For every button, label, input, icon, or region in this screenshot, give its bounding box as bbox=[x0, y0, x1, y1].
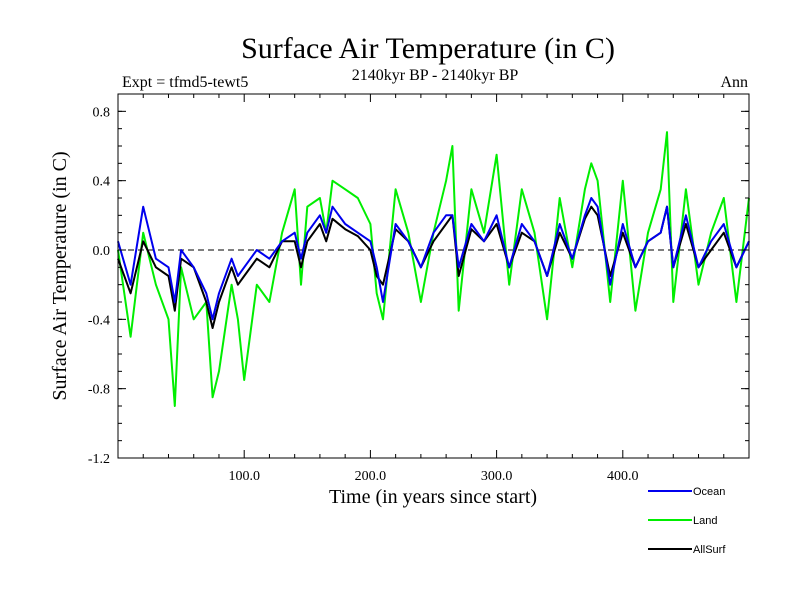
y-tick-label: -1.2 bbox=[88, 452, 110, 467]
x-axis-label: Time (in years since start) bbox=[329, 486, 537, 508]
plot-frame bbox=[117, 93, 750, 459]
series-line-allsurf bbox=[117, 205, 750, 329]
legend-label-ocean: Ocean bbox=[693, 486, 725, 498]
series-line-land bbox=[117, 131, 750, 407]
x-tick-label: 200.0 bbox=[355, 469, 387, 484]
y-axis-label: Surface Air Temperature (in C) bbox=[49, 151, 71, 400]
y-tick-label: -0.8 bbox=[88, 383, 110, 398]
x-tick-label: 100.0 bbox=[228, 469, 260, 484]
x-tick-label: 400.0 bbox=[607, 469, 639, 484]
y-tick-label: 0.8 bbox=[93, 105, 111, 120]
season-label: Ann bbox=[720, 74, 748, 91]
x-tick-label: 300.0 bbox=[481, 469, 513, 484]
experiment-label: Expt = tfmd5-tewt5 bbox=[122, 74, 248, 91]
legend-label-land: Land bbox=[693, 515, 717, 527]
y-tick-label: 0.0 bbox=[93, 244, 111, 259]
y-tick-label: 0.4 bbox=[93, 175, 111, 190]
chart-subtitle: 2140kyr BP - 2140kyr BP bbox=[352, 67, 519, 84]
series-line-ocean bbox=[117, 197, 750, 321]
legend-label-allsurf: AllSurf bbox=[693, 544, 726, 556]
legend: Ocean Land AllSurf bbox=[648, 486, 726, 556]
chart-title: Surface Air Temperature (in C) bbox=[241, 32, 615, 65]
y-tick-label: -0.4 bbox=[88, 313, 110, 328]
